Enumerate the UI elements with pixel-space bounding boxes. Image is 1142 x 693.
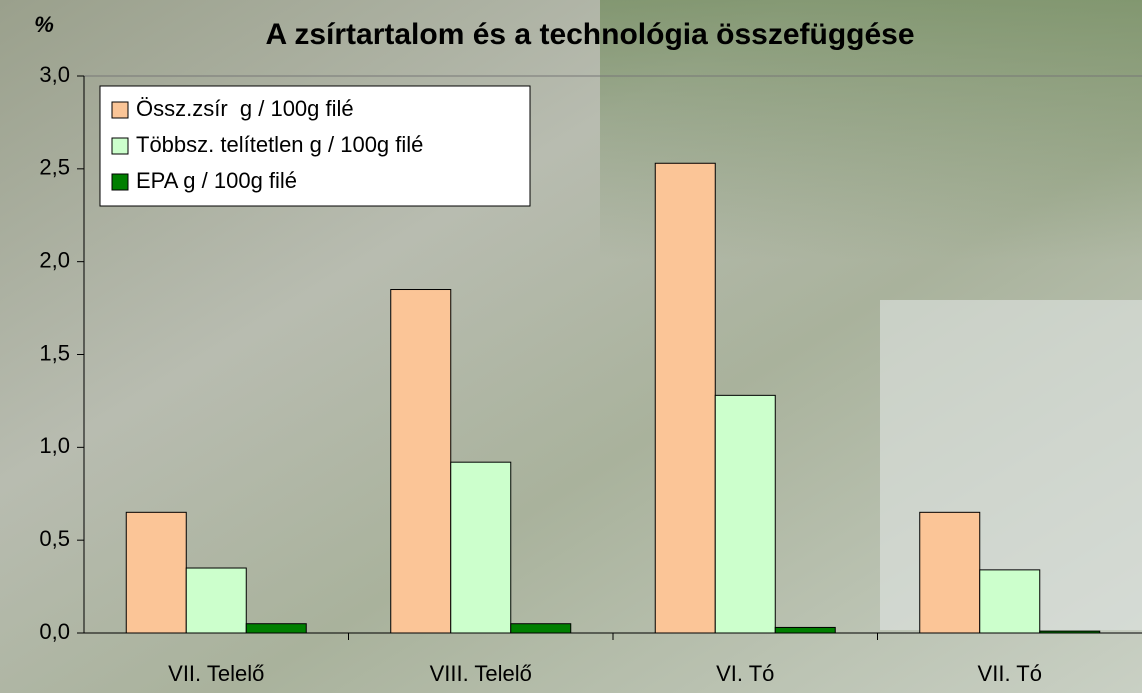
y-tick-label: 1,5 — [39, 340, 70, 365]
chart-title: A zsírtartalom és a technológia összefüg… — [265, 18, 914, 51]
x-tick-label: VIII. Telelő — [430, 661, 532, 686]
legend-swatch — [111, 101, 129, 119]
y-tick-label: 0,0 — [39, 619, 70, 644]
x-tick-label: VI. Tó — [716, 661, 774, 686]
plot-area: 0,0 0,5 1,0 1,5 2,0 2,5 3,0 VII. Telelő VIII. Te… — [39, 62, 1142, 686]
bar — [510, 623, 572, 634]
bar — [979, 569, 1041, 634]
bar — [774, 626, 836, 634]
y-tick-label: 2,5 — [39, 155, 70, 180]
bar — [450, 461, 512, 634]
bar — [185, 567, 247, 634]
legend: Össz.zsír g / 100g filé Többsz. telítetle… — [99, 85, 531, 207]
bar — [125, 511, 187, 634]
y-tick-label: 3,0 — [39, 62, 70, 87]
y-tick-label: 0,5 — [39, 526, 70, 551]
bar — [919, 511, 981, 634]
x-tick-label: VII. Tó — [978, 661, 1042, 686]
legend-label: EPA g / 100g filé — [136, 168, 297, 193]
legend-label: Össz.zsír g / 100g filé — [136, 96, 354, 121]
y-axis-title: % — [34, 12, 54, 37]
bar — [654, 162, 716, 634]
legend-label: Többsz. telítetlen g / 100g filé — [136, 132, 423, 157]
bar — [714, 394, 776, 634]
legend-swatch — [111, 137, 129, 155]
legend-swatch — [111, 173, 129, 191]
y-tick-label: 1,0 — [39, 433, 70, 458]
y-tick-label: 2,0 — [39, 247, 70, 272]
legend-box — [99, 85, 531, 207]
bar — [390, 289, 452, 634]
x-tick-label: VII. Telelő — [168, 661, 264, 686]
bar — [245, 623, 307, 634]
